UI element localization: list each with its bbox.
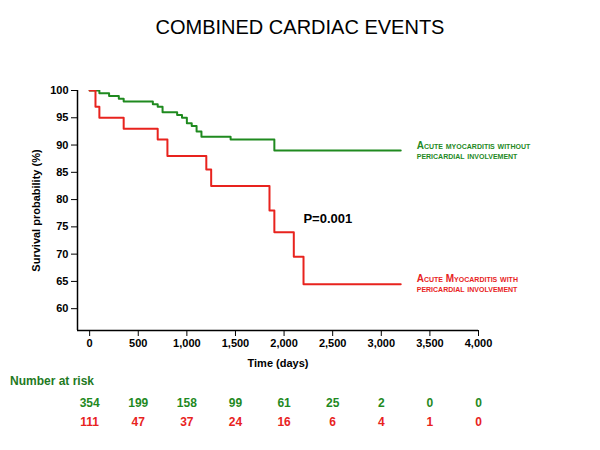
svg-text:25: 25 (326, 396, 340, 410)
svg-text:2: 2 (378, 396, 385, 410)
svg-text:111: 111 (80, 415, 99, 429)
svg-text:3,500: 3,500 (416, 337, 444, 349)
svg-text:3,000: 3,000 (368, 337, 396, 349)
svg-text:75: 75 (56, 220, 68, 232)
svg-text:6: 6 (329, 415, 336, 429)
svg-text:2,500: 2,500 (319, 337, 347, 349)
svg-text:85: 85 (56, 166, 68, 178)
svg-text:500: 500 (129, 337, 147, 349)
svg-text:1,500: 1,500 (222, 337, 250, 349)
svg-text:Time (days): Time (days) (248, 357, 309, 369)
svg-text:4,000: 4,000 (465, 337, 493, 349)
svg-text:199: 199 (128, 396, 148, 410)
svg-text:158: 158 (177, 396, 197, 410)
svg-text:90: 90 (56, 139, 68, 151)
html-text:COMBINED CARDIAC EVENTS: COMBINED CARDIAC EVENTS (155, 16, 445, 38)
svg-text:70: 70 (56, 248, 68, 260)
svg-text:24: 24 (229, 415, 243, 429)
svg-text:61: 61 (277, 396, 291, 410)
svg-text:0: 0 (475, 396, 482, 410)
html-text:Number at risk: Number at risk (10, 374, 94, 388)
svg-text:Survival probability (%): Survival probability (%) (30, 149, 42, 272)
svg-text:60: 60 (56, 302, 68, 314)
svg-text:P=0.001: P=0.001 (303, 211, 352, 226)
svg-text:37: 37 (180, 415, 194, 429)
svg-text:4: 4 (378, 415, 385, 429)
svg-text:0: 0 (87, 337, 93, 349)
svg-text:2,000: 2,000 (270, 337, 298, 349)
svg-text:95: 95 (56, 111, 68, 123)
svg-text:80: 80 (56, 193, 68, 205)
svg-text:99: 99 (229, 396, 243, 410)
svg-text:1,000: 1,000 (173, 337, 201, 349)
svg-text:354: 354 (80, 396, 100, 410)
svg-text:0: 0 (475, 415, 482, 429)
svg-text:0: 0 (427, 396, 434, 410)
svg-text:65: 65 (56, 275, 68, 287)
svg-text:16: 16 (277, 415, 291, 429)
svg-text:Acute myocarditis withoutperic: Acute myocarditis withoutpericardial inv… (417, 140, 531, 161)
svg-text:47: 47 (132, 415, 146, 429)
svg-text:100: 100 (50, 84, 68, 96)
svg-text:Acute Myocarditis withpericard: Acute Myocarditis withpericardial involv… (417, 273, 518, 294)
svg-text:1: 1 (427, 415, 434, 429)
